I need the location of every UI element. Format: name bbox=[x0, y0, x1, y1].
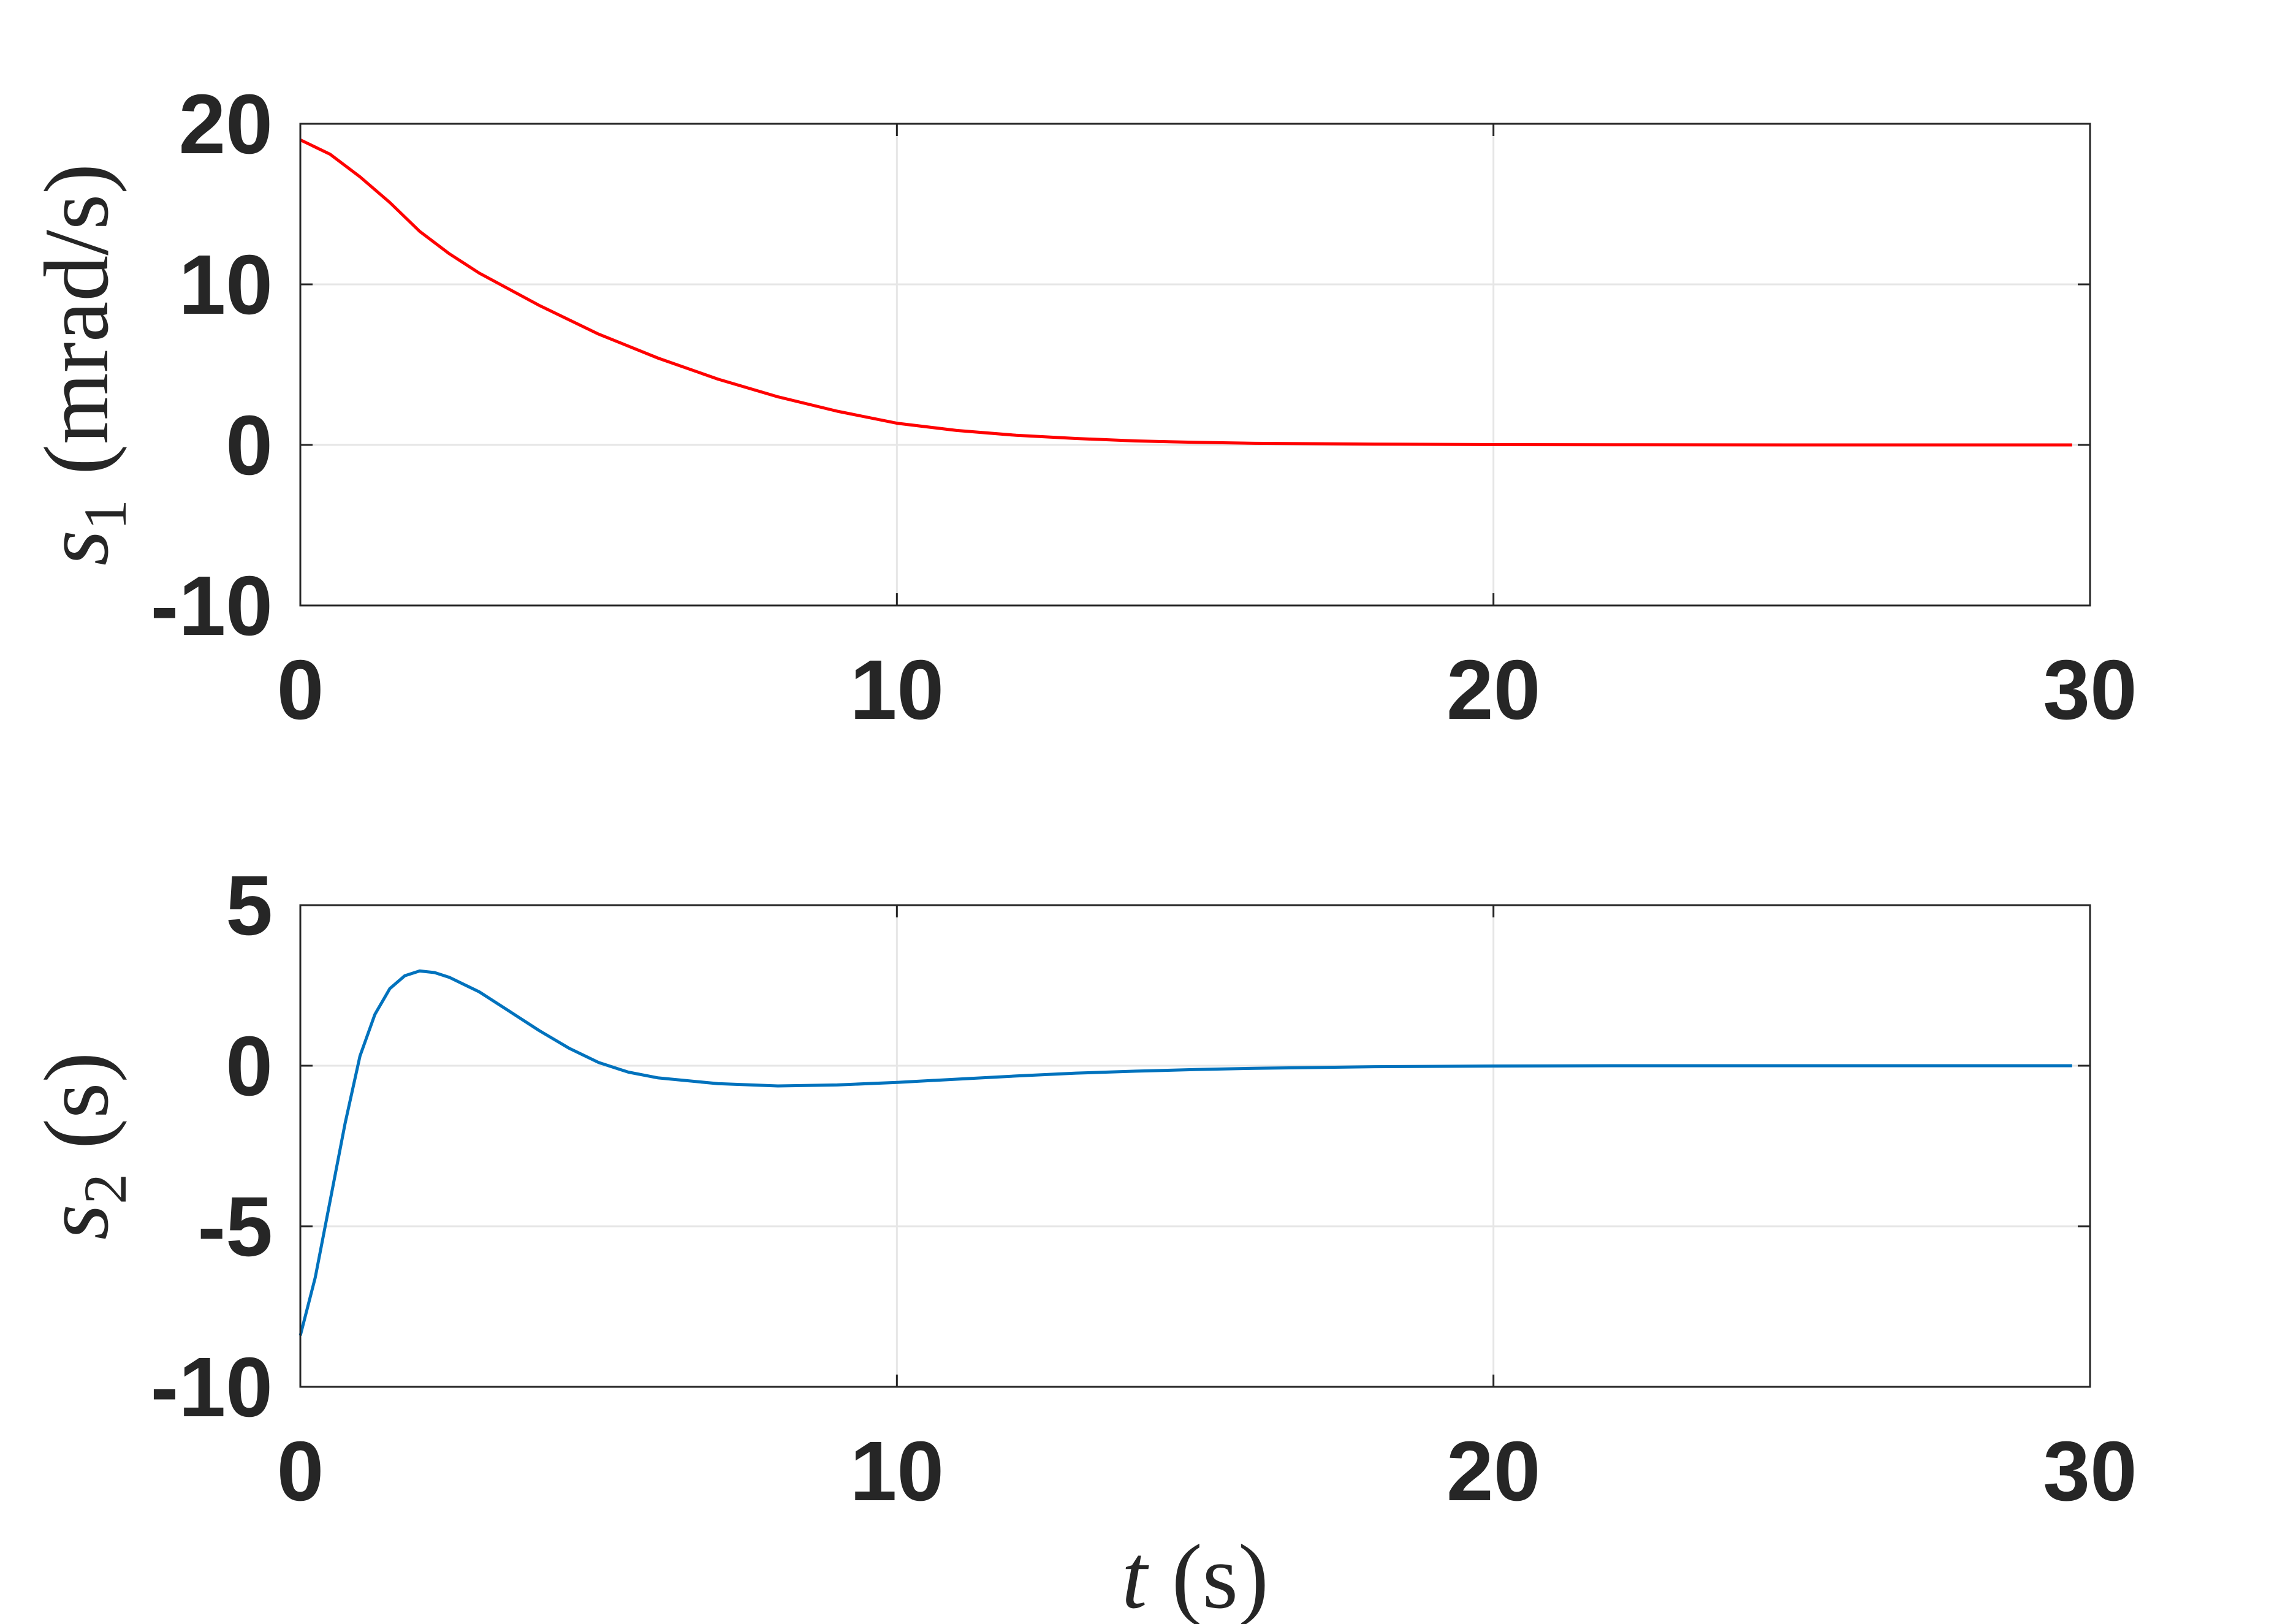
x-tick-label: 10 bbox=[850, 1424, 944, 1519]
x-tick-label: 30 bbox=[2043, 1424, 2137, 1519]
y-tick-label: 5 bbox=[226, 859, 273, 953]
y-tick-label: -5 bbox=[197, 1180, 273, 1274]
axes-box bbox=[299, 123, 2091, 607]
y-axis-label-unit: (s) bbox=[26, 1052, 127, 1149]
x-tick-label: 0 bbox=[277, 1424, 324, 1519]
y-axis-label-unit: (mrad/s) bbox=[26, 164, 127, 475]
y-axis-label-symbol: s bbox=[26, 1204, 127, 1240]
y-axis-label: s2 (s) bbox=[26, 1052, 139, 1240]
series-line bbox=[298, 969, 2072, 1336]
y-tick-label: -10 bbox=[151, 1340, 273, 1435]
x-axis-label: t (s) bbox=[1122, 1526, 1269, 1624]
y-axis-label-subscript: 2 bbox=[71, 1174, 139, 1204]
x-tick-label: 10 bbox=[850, 643, 944, 737]
x-tick-label: 0 bbox=[277, 643, 324, 737]
y-tick-label: 10 bbox=[179, 238, 273, 332]
axes-box bbox=[299, 904, 2091, 1388]
y-axis-label-subscript: 1 bbox=[71, 499, 139, 530]
series-line bbox=[299, 138, 2072, 447]
y-axis-label-symbol: s bbox=[26, 530, 127, 566]
x-axis-label-unit: (s) bbox=[1172, 1526, 1269, 1624]
y-tick-label: 0 bbox=[226, 398, 273, 493]
x-tick-label: 30 bbox=[2043, 643, 2137, 737]
y-axis-label: s1 (mrad/s) bbox=[26, 164, 139, 566]
x-tick-label: 20 bbox=[1446, 1424, 1541, 1519]
y-tick-label: 0 bbox=[226, 1019, 273, 1114]
y-tick-label: -10 bbox=[151, 559, 273, 653]
x-axis-label-symbol: t bbox=[1122, 1526, 1149, 1624]
x-tick-label: 20 bbox=[1446, 643, 1541, 737]
y-tick-label: 20 bbox=[179, 77, 273, 172]
